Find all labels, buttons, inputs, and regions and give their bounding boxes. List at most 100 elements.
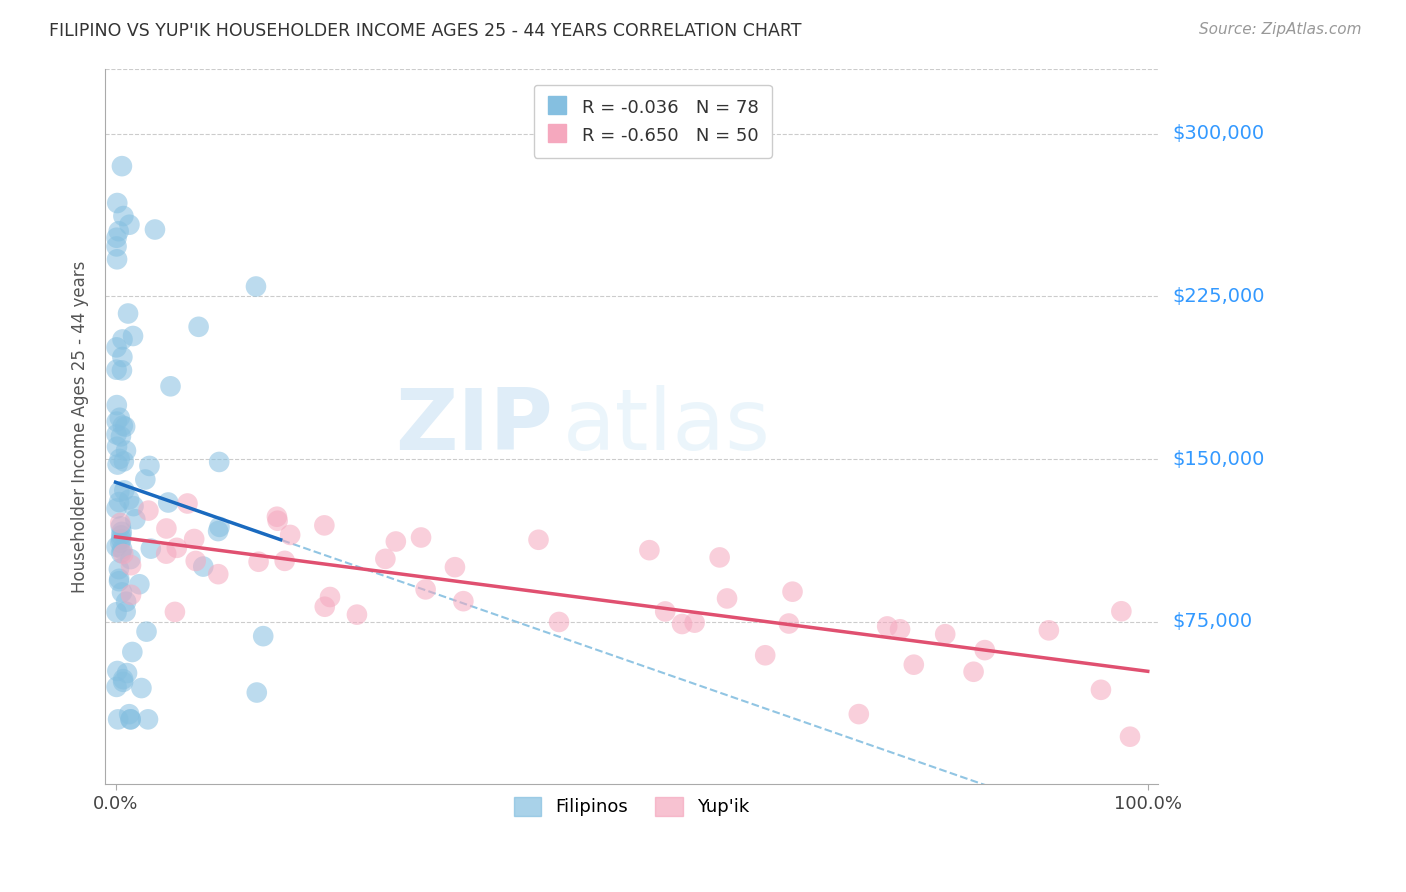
Point [110, 516, 132, 530]
Point [111, 585, 134, 599]
Point [105, 415, 128, 429]
Point [754, 648, 776, 663]
Point [139, 541, 162, 556]
Point [117, 306, 139, 320]
Point [112, 672, 135, 686]
Point [108, 410, 131, 425]
Point [876, 619, 898, 633]
Point [166, 541, 188, 555]
Point [110, 429, 132, 443]
Point [374, 552, 396, 566]
Point [163, 605, 186, 619]
Point [155, 547, 177, 561]
Point [110, 546, 132, 560]
Point [155, 521, 177, 535]
Point [1111, 604, 1133, 618]
Point [962, 665, 984, 679]
Point [193, 559, 215, 574]
Point [115, 666, 138, 681]
Point [124, 512, 146, 526]
Point [187, 319, 209, 334]
Point [120, 712, 142, 726]
Point [110, 533, 132, 547]
Point [108, 562, 131, 576]
Point [122, 499, 145, 513]
Point [118, 218, 141, 232]
Point [118, 492, 141, 507]
Point [120, 558, 142, 573]
Point [709, 550, 731, 565]
Point [105, 196, 128, 211]
Point [157, 495, 180, 509]
Point [143, 222, 166, 236]
Point [278, 528, 301, 542]
Point [111, 363, 134, 377]
Point [111, 333, 134, 347]
Point [245, 279, 267, 293]
Point [716, 591, 738, 606]
Point [111, 350, 134, 364]
Point [108, 572, 131, 586]
Point [122, 329, 145, 343]
Point [138, 458, 160, 473]
Point [105, 440, 128, 454]
Point [671, 617, 693, 632]
Point [247, 555, 270, 569]
Point [453, 594, 475, 608]
Point [134, 473, 156, 487]
Point [207, 567, 229, 582]
Point [107, 224, 129, 238]
Point [273, 554, 295, 568]
Point [118, 707, 141, 722]
Point [654, 604, 676, 618]
Text: $300,000: $300,000 [1173, 124, 1264, 143]
Point [114, 605, 136, 619]
Point [112, 454, 135, 468]
Point [121, 645, 143, 659]
Point [903, 657, 925, 672]
Point [527, 533, 550, 547]
Point [266, 509, 288, 524]
Point [114, 419, 136, 434]
Point [683, 615, 706, 630]
Point [444, 560, 467, 574]
Y-axis label: Householder Income Ages 25 - 44 years: Householder Income Ages 25 - 44 years [72, 260, 89, 592]
Point [128, 577, 150, 591]
Point [120, 712, 142, 726]
Point [105, 501, 128, 516]
Point [108, 451, 131, 466]
Point [120, 552, 142, 566]
Point [112, 547, 135, 561]
Point [108, 495, 131, 509]
Point [110, 519, 132, 533]
Point [934, 627, 956, 641]
Point [105, 362, 128, 376]
Point [115, 595, 138, 609]
Text: ZIP: ZIP [395, 385, 553, 468]
Point [973, 643, 995, 657]
Point [136, 712, 159, 726]
Point [110, 528, 132, 542]
Point [112, 674, 135, 689]
Point [319, 590, 342, 604]
Point [548, 615, 571, 629]
Point [105, 427, 128, 442]
Text: atlas: atlas [564, 385, 772, 468]
Point [111, 418, 134, 433]
Point [415, 582, 437, 597]
Point [207, 524, 229, 538]
Point [115, 443, 138, 458]
Point [1038, 624, 1060, 638]
Point [138, 503, 160, 517]
Point [108, 574, 131, 589]
Point [111, 524, 134, 539]
Point [889, 622, 911, 636]
Text: $225,000: $225,000 [1173, 287, 1264, 306]
Point [105, 239, 128, 253]
Point [108, 484, 131, 499]
Point [409, 531, 432, 545]
Point [107, 458, 129, 472]
Text: Source: ZipAtlas.com: Source: ZipAtlas.com [1198, 22, 1361, 37]
Point [110, 535, 132, 549]
Text: $75,000: $75,000 [1173, 612, 1253, 632]
